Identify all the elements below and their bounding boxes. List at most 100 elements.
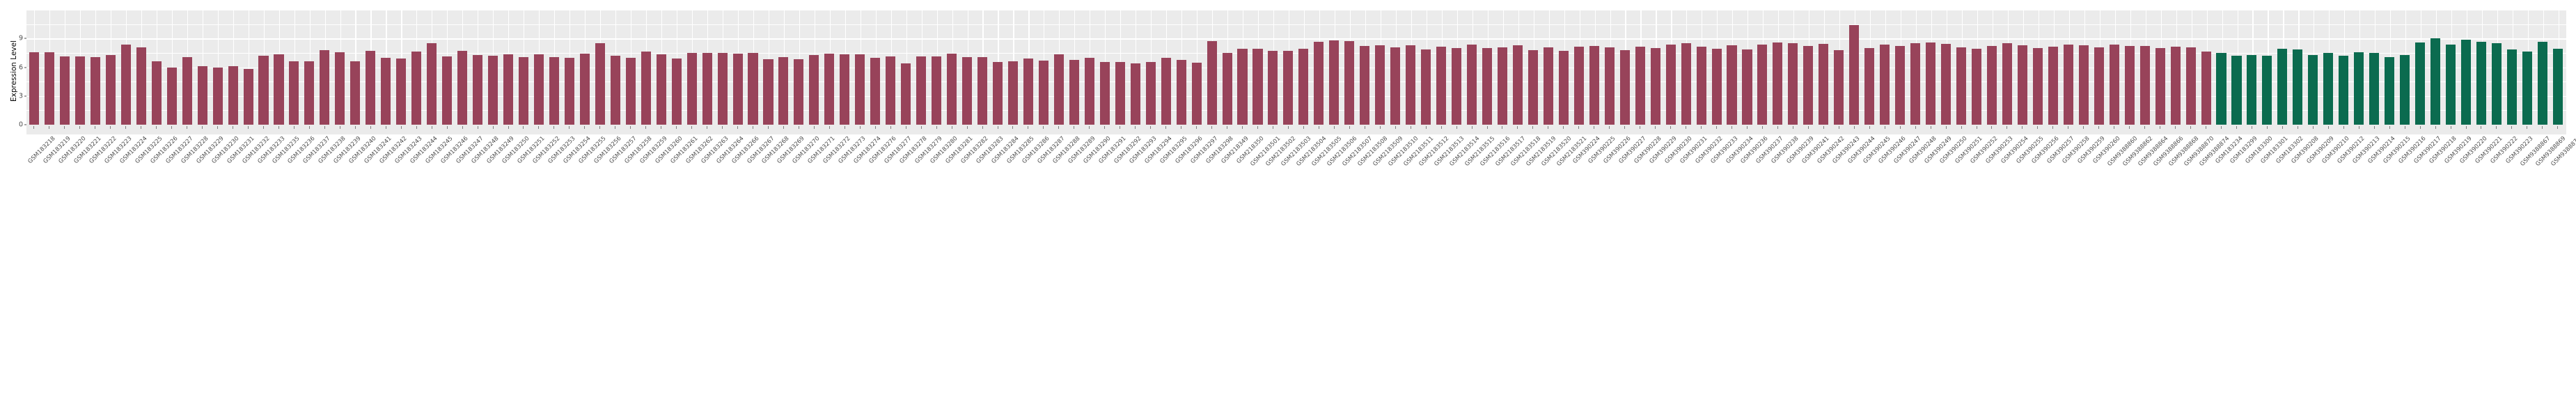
bar[interactable] <box>1191 62 1202 125</box>
bar[interactable] <box>1573 46 1584 125</box>
bar[interactable] <box>2491 42 2502 125</box>
bar-slot[interactable] <box>2107 10 2122 125</box>
bar-slot[interactable] <box>439 10 455 125</box>
bar-slot[interactable] <box>1969 10 1984 125</box>
bar[interactable] <box>1773 42 1783 125</box>
bar[interactable] <box>1512 45 1523 125</box>
bar[interactable] <box>1130 63 1140 125</box>
bar[interactable] <box>1986 45 1997 125</box>
bar-slot[interactable] <box>424 10 439 125</box>
bar-slot[interactable] <box>1311 10 1326 125</box>
bar[interactable] <box>1252 48 1263 125</box>
bar-slot[interactable] <box>2305 10 2320 125</box>
bar-slot[interactable] <box>26 10 42 125</box>
bar-slot[interactable] <box>409 10 424 125</box>
bar[interactable] <box>1207 41 1217 125</box>
bar[interactable] <box>2170 46 2181 125</box>
bar[interactable] <box>1084 58 1094 125</box>
bar-slot[interactable] <box>195 10 210 125</box>
bar[interactable] <box>1421 49 1431 125</box>
bar-slot[interactable] <box>501 10 516 125</box>
bar[interactable] <box>2063 44 2073 125</box>
bar-slot[interactable] <box>1892 10 1908 125</box>
bar[interactable] <box>1696 46 1706 125</box>
bar-slot[interactable] <box>1694 10 1709 125</box>
bar[interactable] <box>901 63 911 125</box>
bar[interactable] <box>105 54 116 125</box>
bar-slot[interactable] <box>2443 10 2458 125</box>
bar-slot[interactable] <box>1296 10 1311 125</box>
bar-slot[interactable] <box>1846 10 1862 125</box>
bar[interactable] <box>1558 50 1569 125</box>
bar-slot[interactable] <box>1357 10 1372 125</box>
bar[interactable] <box>1665 45 1676 125</box>
bar-slot[interactable] <box>1725 10 1740 125</box>
bar-slot[interactable] <box>1005 10 1021 125</box>
bar[interactable] <box>886 56 896 125</box>
bar-slot[interactable] <box>1816 10 1831 125</box>
bar[interactable] <box>2247 54 2257 125</box>
bar-slot[interactable] <box>1679 10 1694 125</box>
bar-slot[interactable] <box>822 10 837 125</box>
bar[interactable] <box>335 52 345 125</box>
bar-slot[interactable] <box>1067 10 1082 125</box>
bar[interactable] <box>962 56 973 125</box>
bar[interactable] <box>1619 49 1630 125</box>
bar-slot[interactable] <box>2320 10 2336 125</box>
bar-slot[interactable] <box>1785 10 1800 125</box>
bar[interactable] <box>366 50 376 125</box>
bar-slot[interactable] <box>1372 10 1388 125</box>
bar[interactable] <box>671 59 682 125</box>
bar-slot[interactable] <box>2336 10 2351 125</box>
bar[interactable] <box>1329 40 1340 125</box>
bar[interactable] <box>44 52 54 125</box>
bar[interactable] <box>702 53 712 125</box>
bar[interactable] <box>1834 50 1844 125</box>
bar[interactable] <box>258 55 269 125</box>
bar[interactable] <box>2354 52 2364 125</box>
bar-slot[interactable] <box>1602 10 1617 125</box>
bar-slot[interactable] <box>700 10 715 125</box>
bar-slot[interactable] <box>592 10 608 125</box>
bar[interactable] <box>1237 49 1248 125</box>
bar-slot[interactable] <box>1265 10 1280 125</box>
bar[interactable] <box>1038 60 1049 125</box>
bar[interactable] <box>1176 59 1186 125</box>
bar-slot[interactable] <box>638 10 654 125</box>
bar-slot[interactable] <box>1434 10 1449 125</box>
bar[interactable] <box>641 52 651 125</box>
bar[interactable] <box>1344 40 1355 125</box>
bar-slot[interactable] <box>1571 10 1587 125</box>
bar[interactable] <box>1467 45 1477 125</box>
bar-slot[interactable] <box>347 10 363 125</box>
bar-slot[interactable] <box>898 10 913 125</box>
bar[interactable] <box>2017 45 2027 125</box>
bar[interactable] <box>2124 45 2135 125</box>
bar-slot[interactable] <box>2366 10 2382 125</box>
bar[interactable] <box>1406 45 1416 125</box>
bar[interactable] <box>350 61 361 125</box>
bar-slot[interactable] <box>1877 10 1892 125</box>
bar-slot[interactable] <box>1479 10 1495 125</box>
bar[interactable] <box>1650 48 1660 125</box>
bar[interactable] <box>1023 59 1033 125</box>
bar[interactable] <box>1910 43 1921 125</box>
bar[interactable] <box>1895 45 1906 125</box>
bar[interactable] <box>182 57 192 125</box>
bar-slot[interactable] <box>1418 10 1434 125</box>
bar[interactable] <box>2476 42 2486 125</box>
bar[interactable] <box>564 58 574 125</box>
bar-slot[interactable] <box>1021 10 1036 125</box>
bar[interactable] <box>2415 42 2426 125</box>
bar[interactable] <box>763 59 773 125</box>
bar-slot[interactable] <box>1495 10 1510 125</box>
bar-slot[interactable] <box>2168 10 2183 125</box>
bar[interactable] <box>427 43 437 125</box>
bar-slot[interactable] <box>226 10 241 125</box>
bar[interactable] <box>1115 61 1125 125</box>
bar[interactable] <box>243 68 253 125</box>
bar-slot[interactable] <box>990 10 1005 125</box>
bar-slot[interactable] <box>455 10 470 125</box>
bar[interactable] <box>503 54 514 125</box>
bar[interactable] <box>1864 48 1875 125</box>
